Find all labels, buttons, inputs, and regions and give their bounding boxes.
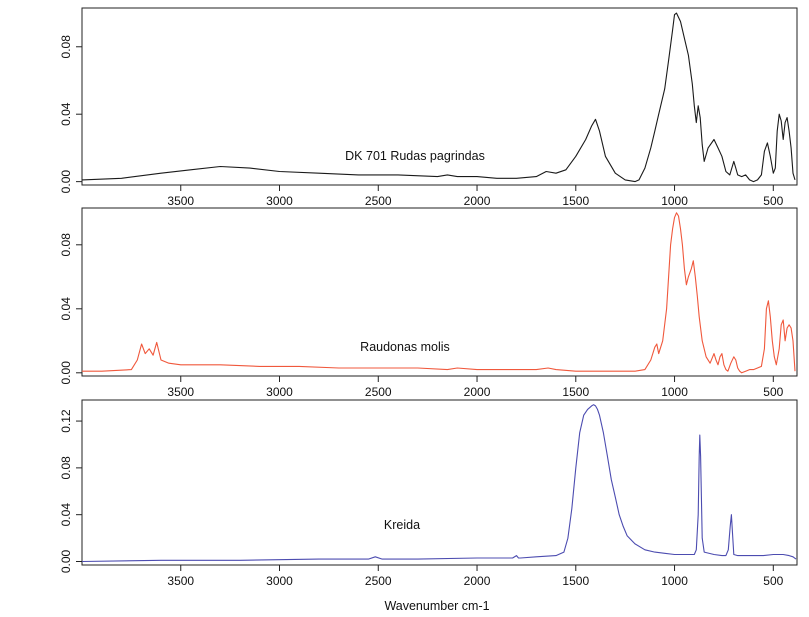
x-tick-label-1500: 1500 <box>562 194 589 208</box>
y-tick-label-0-00: 0.00 <box>59 549 73 573</box>
sample-label-raudonas-molis: Raudonas molis <box>360 340 450 354</box>
x-tick-label-3500: 3500 <box>167 385 194 399</box>
x-tick-label-3000: 3000 <box>266 194 293 208</box>
x-tick-label-1500: 1500 <box>562 385 589 399</box>
x-tick-label-3000: 3000 <box>266 574 293 588</box>
x-axis-title: Wavenumber cm-1 <box>384 599 489 613</box>
x-tick-label-1000: 1000 <box>661 194 688 208</box>
x-tick-label-2000: 2000 <box>464 194 491 208</box>
x-tick-label-1500: 1500 <box>562 574 589 588</box>
x-tick-label-2000: 2000 <box>464 574 491 588</box>
x-tick-label-500: 500 <box>763 385 783 399</box>
x-tick-label-1000: 1000 <box>661 574 688 588</box>
panel-dk701-rudas-pagrindas: 3500 3000 2500 2000 1500 1000 500 0.00 0.04 0.08 D… <box>59 7 798 208</box>
y-tick-label-0-04: 0.04 <box>59 102 73 126</box>
panel-kreida: 3500 3000 2500 2000 1500 1000 500 0.00 0.04 0.08 0… <box>59 399 798 588</box>
y-tick-label-0-08: 0.08 <box>59 233 73 257</box>
y-tick-label-0-08: 0.08 <box>59 35 73 59</box>
y-tick-label-0-00: 0.00 <box>59 361 73 385</box>
x-tick-label-500: 500 <box>763 194 783 208</box>
spectrum-line-kreida <box>81 404 797 563</box>
x-tick-label-2500: 2500 <box>365 194 392 208</box>
x-tick-label-500: 500 <box>763 574 783 588</box>
spectrum-line-raudonas-molis <box>82 212 796 374</box>
spectrum-line-dk-701-rudas-pagrindas <box>81 12 796 183</box>
sample-label-kreida: Kreida <box>384 518 420 532</box>
x-tick-label-3500: 3500 <box>167 194 194 208</box>
sample-label-dk-701-rudas-pagrindas: DK 701 Rudas pagrindas <box>345 149 485 163</box>
x-tick-label-2500: 2500 <box>365 574 392 588</box>
y-tick-label-0-00: 0.00 <box>59 170 73 194</box>
plot-frame <box>81 7 798 186</box>
panel-raudonas-molis: 3500 3000 2500 2000 1500 1000 500 0.00 0.04 0.08 R… <box>59 207 798 399</box>
x-tick-label-3500: 3500 <box>167 574 194 588</box>
y-tick-label-0-12: 0.12 <box>59 409 73 433</box>
x-tick-label-2000: 2000 <box>464 385 491 399</box>
y-tick-label-0-08: 0.08 <box>59 456 73 480</box>
y-tick-label-0-04: 0.04 <box>59 297 73 321</box>
x-tick-label-1000: 1000 <box>661 385 688 399</box>
y-tick-label-0-04: 0.04 <box>59 503 73 527</box>
plot-frame <box>81 207 798 377</box>
x-tick-label-2500: 2500 <box>365 385 392 399</box>
plot-frame <box>81 399 798 566</box>
x-tick-label-3000: 3000 <box>266 385 293 399</box>
